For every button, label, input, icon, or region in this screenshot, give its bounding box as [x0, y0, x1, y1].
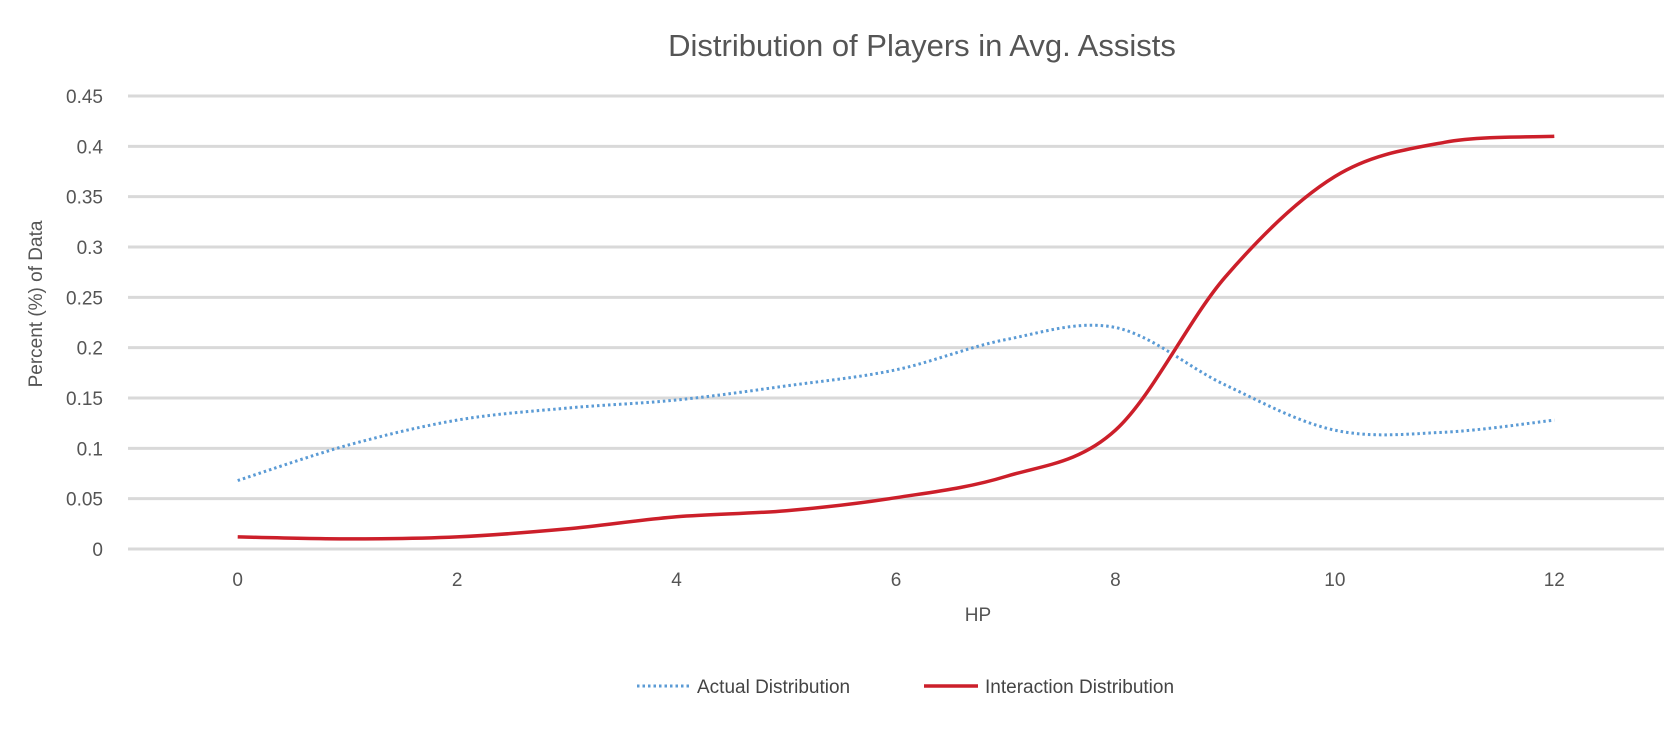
y-tick-label: 0.15	[66, 389, 103, 410]
y-tick-label: 0	[92, 540, 103, 561]
series-layer	[237, 134, 1555, 541]
series-line-interaction-distribution	[237, 134, 1555, 541]
y-tick-label: 0.25	[66, 288, 103, 309]
x-tick-label: 0	[232, 570, 243, 591]
gridlines	[128, 94, 1664, 551]
legend-label-interaction-distribution: Interaction Distribution	[985, 677, 1174, 698]
y-tick-label: 0.4	[77, 137, 104, 158]
series-line-actual-distribution	[237, 323, 1555, 482]
y-tick-label: 0.35	[66, 188, 103, 209]
y-tick-label: 0.3	[77, 238, 103, 259]
x-axis-ticks: 0 2 4 6 8 10 12	[232, 570, 1564, 591]
y-tick-label: 0.1	[77, 439, 103, 460]
y-tick-label: 0.05	[66, 490, 103, 511]
legend-label-actual-distribution: Actual Distribution	[697, 677, 850, 698]
legend: Actual Distribution Interaction Distribu…	[637, 677, 1174, 698]
x-axis-title: HP	[965, 605, 991, 626]
x-tick-label: 12	[1544, 570, 1565, 591]
x-tick-label: 2	[452, 570, 463, 591]
x-tick-label: 4	[671, 570, 682, 591]
x-tick-label: 8	[1110, 570, 1121, 591]
x-tick-label: 6	[891, 570, 902, 591]
y-axis-title: Percent (%) of Data	[26, 220, 47, 387]
y-tick-label: 0.45	[66, 87, 103, 108]
x-tick-label: 10	[1324, 570, 1345, 591]
y-axis-ticks: 0 0.05 0.1 0.15 0.2 0.25 0.3 0.35 0.4 0.45	[66, 87, 103, 561]
chart-title: Distribution of Players in Avg. Assists	[668, 28, 1176, 63]
y-tick-label: 0.2	[77, 339, 103, 360]
